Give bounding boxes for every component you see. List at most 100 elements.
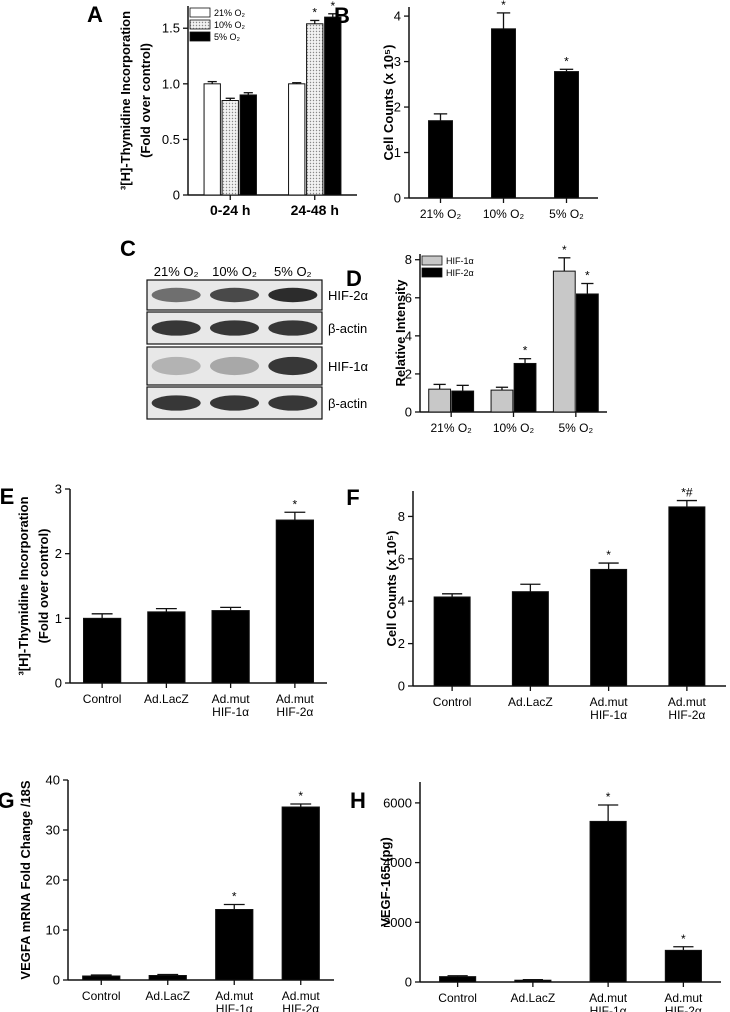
blot-band (268, 395, 318, 411)
panel-d: D 0 2 4 6 8 Relative Intensity 21% O₂ * 10% O₂ * * 5… (346, 243, 607, 435)
y-tick-label: 0 (394, 191, 401, 206)
y-tick-label: 0.5 (162, 132, 180, 147)
y-tick-label: 0 (405, 975, 412, 990)
y-tick-label: 1 (394, 145, 401, 160)
x-tick-label-line: HIF-1α (212, 705, 249, 719)
blot-column-label: 5% O₂ (274, 264, 312, 279)
y-tick-label: 2 (398, 636, 405, 651)
y-tick-label: 2000 (383, 915, 412, 930)
x-tick-label-line: HIF-2α (282, 1002, 319, 1012)
x-tick-label-line: Ad.mut (590, 695, 629, 709)
panel-letter-b: B (334, 3, 350, 28)
x-tick-label: Control (433, 695, 472, 709)
x-tick-label: Ad.mut HIF-2α (668, 695, 707, 722)
panel-e: E 0 1 2 3 ³[H]-Thymidine Incorporation (Fold o… (0, 482, 327, 719)
bar (428, 388, 452, 413)
panel-h: H 0 2000 4000 6000 VEGF-165 (pg) Control Ad.Lac… (350, 782, 721, 1012)
y-tick-label: 20 (46, 873, 60, 888)
significance-marker: * (232, 890, 237, 904)
y-tick-label: 40 (46, 773, 60, 788)
y-axis-label: ³[H]-Thymidine Incorporation (118, 11, 133, 190)
blot-band (151, 287, 201, 303)
bar (511, 591, 549, 687)
significance-marker: * (330, 0, 335, 13)
y-tick-label: 0 (53, 973, 60, 988)
bar (554, 71, 579, 199)
bar (148, 975, 187, 981)
x-tick-label: Ad.mut HIF-1α (215, 989, 254, 1012)
blot-band-label: HIF-1α (328, 359, 369, 374)
y-tick-label: 10 (46, 923, 60, 938)
blot-band-label: β-actin (328, 321, 367, 336)
panel-g: G 0 10 20 30 40 VEGFA mRNA Fold Change /18S Con… (0, 773, 334, 1012)
bar (215, 909, 254, 981)
x-tick-label-line: Ad.LacZ (511, 991, 556, 1005)
x-tick-label-line: HIF-2α (668, 708, 705, 722)
bar (589, 820, 627, 983)
blot-band (268, 287, 318, 303)
bar (239, 94, 257, 196)
significance-marker: * (606, 548, 611, 562)
bar (439, 976, 477, 983)
significance-marker: * (501, 0, 506, 12)
bar (552, 270, 576, 413)
y-tick-label: 1.5 (162, 21, 180, 36)
bar (221, 100, 239, 196)
y-axis-label: VEGFA mRNA Fold Change /18S (18, 780, 33, 979)
blot-band-label: β-actin (328, 396, 367, 411)
x-tick-label-line: 5% O₂ (549, 207, 584, 221)
legend-label: 21% O₂ (214, 8, 246, 18)
x-tick-label-line: HIF-2α (665, 1004, 702, 1012)
legend-swatch (421, 255, 443, 266)
significance-marker: * (606, 790, 611, 804)
x-tick-label: Ad.mut HIF-1α (589, 991, 628, 1012)
x-tick-label: Ad.LacZ (511, 991, 556, 1005)
x-tick-label: Control (83, 692, 122, 706)
blot-band (210, 320, 259, 336)
x-tick-label: Control (82, 989, 121, 1003)
x-tick-label: Ad.LacZ (508, 695, 553, 709)
blot-column-label: 21% O₂ (154, 264, 199, 279)
x-tick-label-line: Ad.LacZ (508, 695, 553, 709)
significance-marker: * (298, 789, 303, 803)
x-tick-label-line: Control (82, 989, 121, 1003)
y-tick-label: 6000 (383, 795, 412, 810)
y-tick-label: 4 (394, 9, 401, 24)
significance-marker: * (293, 497, 298, 511)
x-tick-label: 10% O₂ (493, 421, 535, 435)
blot-band (151, 356, 201, 376)
bar (211, 610, 250, 684)
legend: HIF-1α HIF-2α (421, 255, 474, 278)
y-tick-label: 1 (55, 611, 62, 626)
x-tick-label-line: HIF-1α (590, 708, 627, 722)
y-tick-label: 4 (398, 594, 405, 609)
y-tick-label: 2 (405, 366, 412, 381)
x-tick-label-line: HIF-1α (216, 1002, 253, 1012)
bar (490, 389, 514, 413)
legend-swatch (189, 7, 211, 18)
x-tick-label-line: Ad.mut (282, 989, 321, 1003)
bar (491, 28, 516, 199)
y-tick-label: 6 (405, 290, 412, 305)
y-axis-label: Cell Counts (x 10⁵) (381, 45, 396, 161)
panel-c-western-blot: C 21% O₂ 10% O₂ 5% O₂ HIF-2α β-actin HIF-1α β-a… (120, 236, 369, 420)
y-tick-label: 1.0 (162, 76, 180, 91)
blot-column-label: 10% O₂ (212, 264, 257, 279)
x-tick-label-line: 24-48 h (291, 202, 339, 218)
blot-band-label: HIF-2α (328, 288, 369, 303)
bar (147, 611, 186, 684)
panel-b: B 0 1 2 3 4 Cell Counts (x 10⁵) 21% O₂ * 10% O₂ * 5… (334, 0, 598, 221)
bar (82, 975, 121, 981)
panel-a: A 0 0.5 1.0 1.5 ³[H]-Thymidine Incorporation (… (87, 0, 357, 218)
x-tick-label-line: Ad.mut (668, 695, 707, 709)
x-tick-label: 24-48 h (291, 202, 339, 218)
x-tick-label-line: Ad.mut (215, 989, 254, 1003)
panel-letter-d: D (346, 266, 362, 291)
legend-swatch (189, 19, 211, 30)
bar (590, 568, 628, 687)
y-tick-label: 2 (394, 100, 401, 115)
y-axis-label: Cell Counts (x 10⁵) (384, 531, 399, 647)
x-tick-label-line: Control (438, 991, 477, 1005)
y-tick-label: 0 (173, 188, 180, 203)
panel-letter-e: E (0, 484, 14, 509)
